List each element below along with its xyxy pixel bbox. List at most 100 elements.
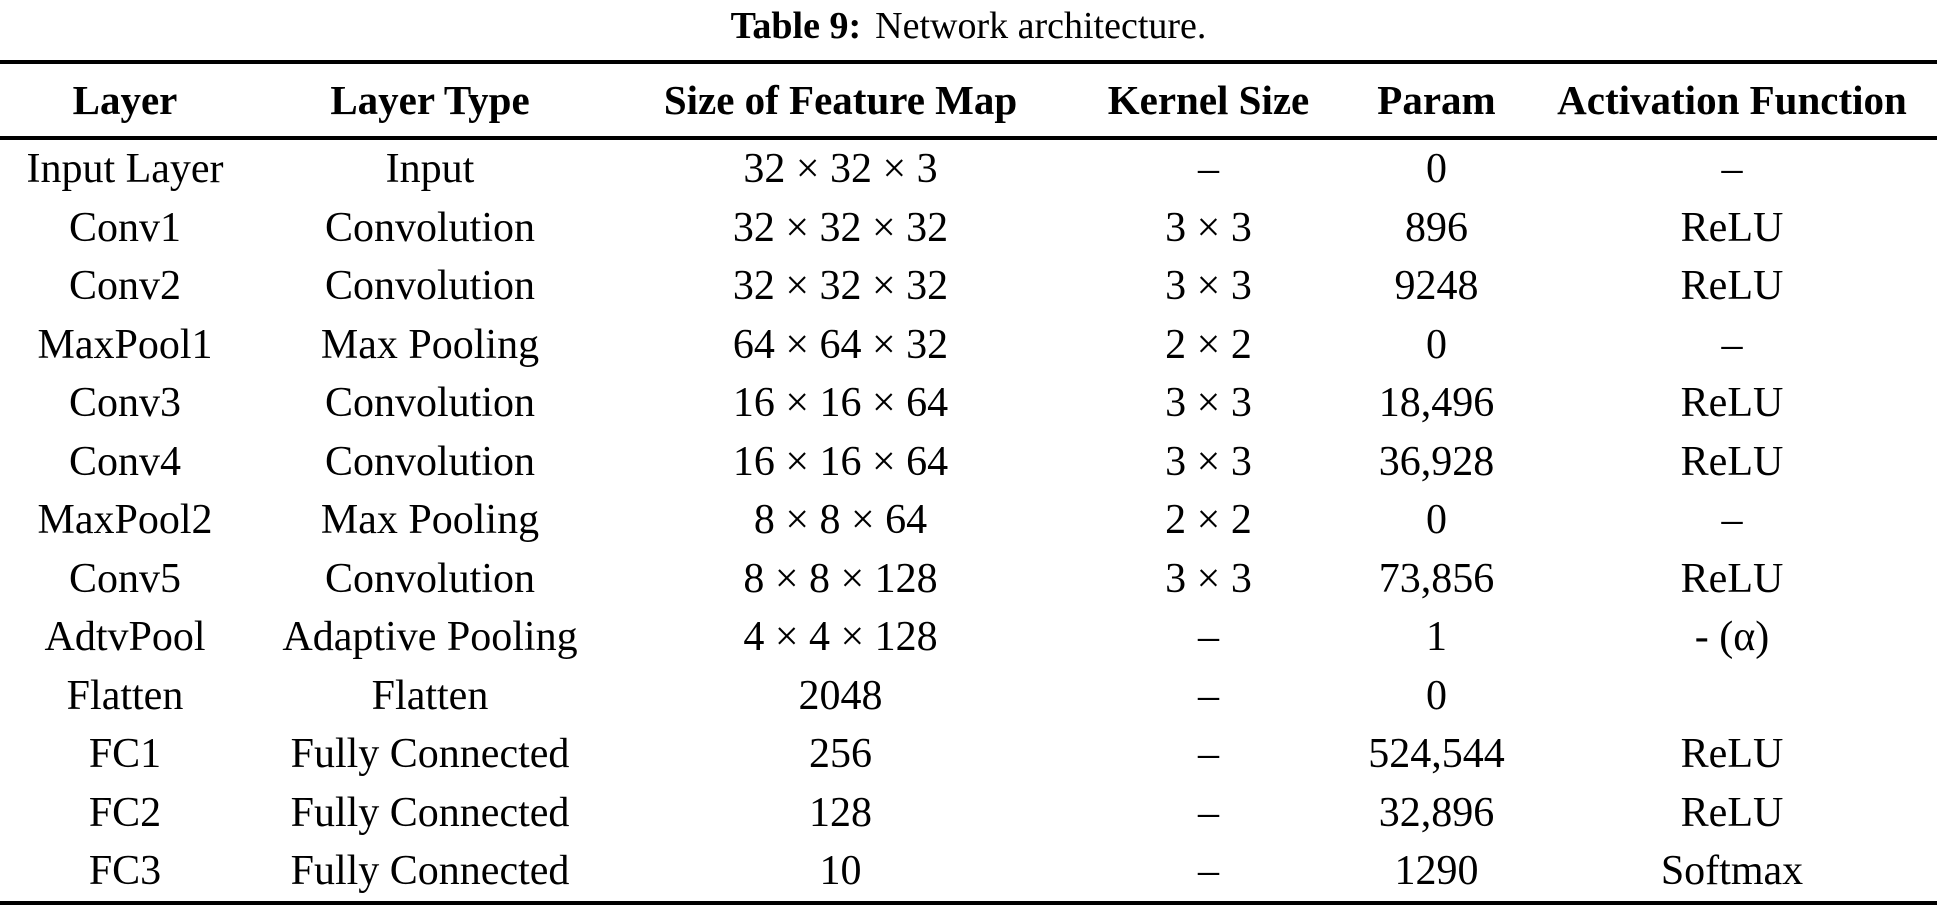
table-cell: Input — [385, 146, 475, 193]
table-caption-label: Table 9: — [730, 5, 862, 47]
table-cell: 32 × 32 × 32 — [732, 204, 949, 251]
table-cell: Convolution — [324, 204, 536, 251]
table-cell: 2048 — [798, 672, 883, 719]
table-cell: 0 — [1426, 321, 1447, 368]
table-row: MaxPool2 Max Pooling 8 × 8 × 64 2 × 2 0 – — [0, 491, 1937, 550]
table-row: Conv1 Convolution 32 × 32 × 32 3 × 3 896 ReLU — [0, 199, 1937, 258]
table-cell: Conv5 — [68, 555, 181, 602]
table-cell: Adaptive Pooling — [282, 614, 578, 661]
table-cell: Convolution — [324, 380, 536, 427]
table-cell: Flatten — [66, 672, 184, 719]
header-row: Layer Layer Type Size of Feature Map Ker… — [0, 62, 1937, 140]
table-cell: MaxPool2 — [37, 497, 213, 544]
table-cell: ReLU — [1680, 731, 1784, 778]
column-header-param: Param — [1346, 62, 1527, 140]
column-header-size-of-feature-map: Size of Feature Map — [610, 62, 1071, 140]
table-cell: 3 × 3 — [1165, 204, 1252, 251]
table-cell: – — [1198, 146, 1219, 193]
table-cell: 0 — [1426, 146, 1447, 193]
table-caption: Table 9: Network architecture. — [0, 0, 1937, 60]
column-header-activation-function: Activation Function — [1527, 62, 1937, 140]
table-row: Flatten Flatten 2048 – 0 — [0, 667, 1937, 726]
table-cell: MaxPool1 — [37, 321, 213, 368]
table-cell: Convolution — [324, 438, 536, 485]
table-cell: – — [1198, 731, 1219, 778]
table-row: MaxPool1 Max Pooling 64 × 64 × 32 2 × 2 0 – — [0, 316, 1937, 375]
table-cell: ReLU — [1680, 263, 1784, 310]
table-cell: 36,928 — [1378, 438, 1495, 485]
table-cell: 2 × 2 — [1165, 497, 1252, 544]
table-row: Conv2 Convolution 32 × 32 × 32 3 × 3 9248 ReL… — [0, 257, 1937, 316]
table-cell: ReLU — [1680, 380, 1784, 427]
table-cell: 10 — [819, 848, 862, 895]
table-cell: 128 — [809, 789, 872, 836]
table-header: Layer Layer Type Size of Feature Map Ker… — [0, 62, 1937, 140]
table-cell: Flatten — [371, 672, 489, 719]
table-cell: Conv1 — [68, 204, 181, 251]
table-cell: – — [1721, 146, 1743, 193]
table-cell: Conv2 — [68, 263, 181, 310]
table-cell: Input Layer — [26, 146, 224, 193]
table-row: Conv5 Convolution 8 × 8 × 128 3 × 3 73,856 Re… — [0, 550, 1937, 609]
table-cell: Softmax — [1660, 848, 1804, 895]
table-cell: FC2 — [88, 789, 162, 836]
table-cell: 1290 — [1394, 848, 1479, 895]
table-cell: 64 × 64 × 32 — [732, 321, 949, 368]
table-row: Conv4 Convolution 16 × 16 × 64 3 × 3 36,928 R… — [0, 433, 1937, 492]
table-cell: 73,856 — [1378, 555, 1495, 602]
table-row: AdtvPool Adaptive Pooling 4 × 4 × 128 – 1 - (… — [0, 608, 1937, 667]
table-cell: FC1 — [88, 731, 162, 778]
table-cell — [1527, 667, 1937, 726]
table-cell: 3 × 3 — [1165, 555, 1252, 602]
column-header-layer: Layer — [0, 62, 250, 140]
table-cell: Conv4 — [68, 438, 181, 485]
table-cell: 8 × 8 × 64 — [753, 497, 928, 544]
table-cell: 32 × 32 × 3 — [743, 146, 938, 193]
network-architecture-table: Layer Layer Type Size of Feature Map Ker… — [0, 60, 1937, 905]
table-cell: 4 × 4 × 128 — [743, 614, 938, 661]
table-cell: Conv3 — [68, 380, 181, 427]
table-cell: – — [1198, 672, 1219, 719]
table-cell: ReLU — [1680, 789, 1784, 836]
table-row: Conv3 Convolution 16 × 16 × 64 3 × 3 18,496 R… — [0, 374, 1937, 433]
table-cell: 0 — [1426, 672, 1447, 719]
table-cell: – — [1198, 848, 1219, 895]
table-cell: 16 × 16 × 64 — [732, 380, 949, 427]
table-caption-text: Network architecture. — [875, 5, 1207, 47]
table-row: FC2 Fully Connected 128 – 32,896 ReLU — [0, 784, 1937, 843]
table-cell: Max Pooling — [320, 497, 540, 544]
table-cell: – — [1721, 321, 1743, 368]
table-cell: Convolution — [324, 263, 536, 310]
column-header-layer-type: Layer Type — [250, 62, 610, 140]
table-cell: 32,896 — [1378, 789, 1495, 836]
table-cell: ReLU — [1680, 555, 1784, 602]
table-cell: 3 × 3 — [1165, 380, 1252, 427]
table-cell: 524,544 — [1368, 731, 1505, 778]
table-cell: Max Pooling — [320, 321, 540, 368]
table-cell: 896 — [1405, 204, 1468, 251]
table-cell: FC3 — [88, 848, 162, 895]
table-cell: 2 × 2 — [1165, 321, 1252, 368]
table-cell: 16 × 16 × 64 — [732, 438, 949, 485]
table-cell: ReLU — [1680, 204, 1784, 251]
table-row: FC3 Fully Connected 10 – 1290 Softmax — [0, 842, 1937, 903]
table-cell: 8 × 8 × 128 — [743, 555, 938, 602]
table-cell: 256 — [809, 731, 872, 778]
table-cell: 18,496 — [1378, 380, 1495, 427]
table-cell: 3 × 3 — [1165, 263, 1252, 310]
table-cell: Fully Connected — [290, 731, 570, 778]
table-row: FC1 Fully Connected 256 – 524,544 ReLU — [0, 725, 1937, 784]
table-cell: Fully Connected — [290, 789, 570, 836]
table-cell: AdtvPool — [44, 614, 206, 661]
column-header-kernel-size: Kernel Size — [1071, 62, 1346, 140]
table-cell: ReLU — [1680, 438, 1784, 485]
table-cell: – — [1198, 789, 1219, 836]
table-row: Input Layer Input 32 × 32 × 3 – 0 – — [0, 138, 1937, 199]
table-cell: 3 × 3 — [1165, 438, 1252, 485]
table-cell: – — [1721, 497, 1743, 544]
table-cell: Fully Connected — [290, 848, 570, 895]
table-cell: 0 — [1426, 497, 1447, 544]
table-cell: 32 × 32 × 32 — [732, 263, 949, 310]
table-cell: - (α) — [1694, 614, 1770, 661]
